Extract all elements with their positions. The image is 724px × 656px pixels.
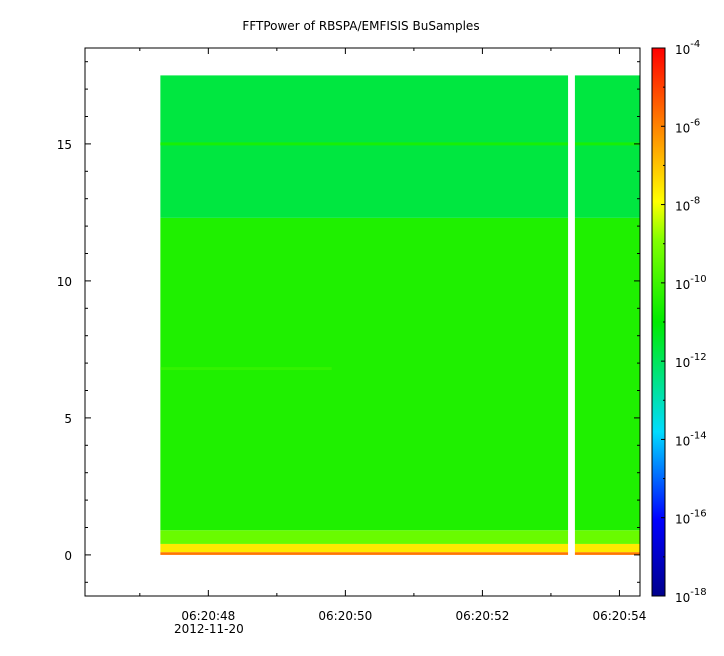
colorbar-tick-label: 10-16: [675, 509, 707, 527]
heatmap-band: [160, 552, 641, 555]
colorbar-tick-label: 10-4: [675, 39, 700, 57]
colorbar: 10-4 10-6 10-8 10-10 10-12 10-14 10-16 10-18: [651, 39, 707, 605]
x-tick-label: 06:20:54: [592, 609, 646, 623]
heatmap-band: [160, 217, 641, 531]
colorbar-tick-label: 10-10: [675, 274, 707, 292]
colorbar-tick-label: 10-6: [675, 117, 700, 135]
colorbar-tick-label: 10-8: [675, 196, 700, 214]
heatmap-band: [160, 543, 641, 553]
chart-title: FFTPower of RBSPA/EMFISIS BuSamples: [242, 19, 479, 33]
data-gap-strip: [568, 74, 575, 556]
colorbar-tick-label: 10-12: [675, 352, 707, 370]
heatmap-band: [160, 530, 641, 544]
x-tick-label: 06:20:50: [318, 609, 372, 623]
x-tick-label: 06:20:48: [181, 609, 235, 623]
spectral-feature: [160, 142, 641, 146]
y-tick-label: 10: [57, 275, 72, 289]
y-tick-label: 15: [57, 138, 72, 152]
heatmap-band: [160, 75, 641, 218]
colorbar-tick-label: 10-14: [675, 430, 707, 448]
spectral-feature: [160, 367, 332, 371]
x-tick-label: 06:20:52: [455, 609, 509, 623]
y-axis: 0 5 10 15: [57, 61, 640, 583]
spectrogram-heatmap: [160, 75, 641, 555]
colorbar-tick-label: 10-18: [675, 587, 707, 605]
data-gap: [568, 74, 575, 556]
x-axis: 06:20:48 06:20:50 06:20:52 06:20:54: [139, 48, 646, 623]
y-tick-label: 0: [64, 549, 72, 563]
plot-frame: [84, 47, 641, 597]
x-date-label: 2012-11-20: [174, 622, 244, 636]
y-tick-label: 5: [64, 412, 72, 426]
